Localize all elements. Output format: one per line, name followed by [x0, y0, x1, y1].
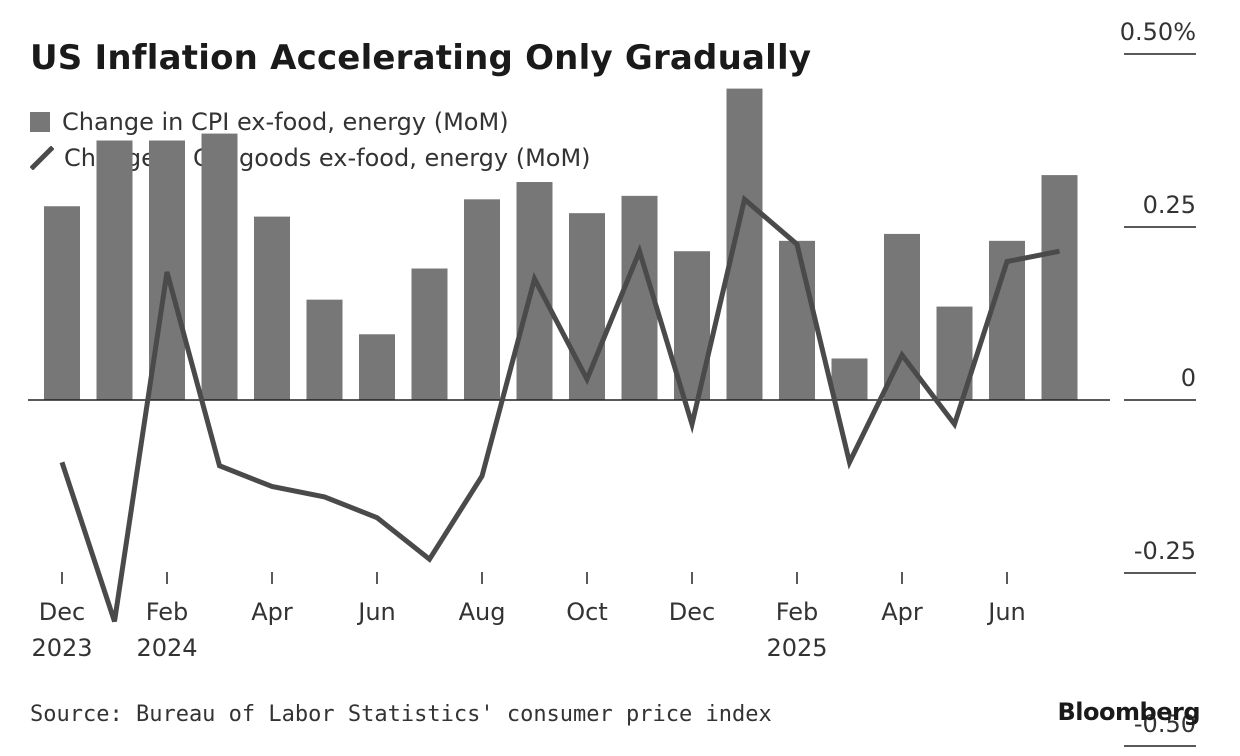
y-tick-label-1: 0.25 [1143, 191, 1196, 219]
bar-19 [1042, 175, 1078, 400]
y-tick-label-0: 0.50% [1120, 18, 1196, 46]
x-tick-label-4: Aug [459, 598, 506, 626]
bar-8 [464, 199, 500, 400]
x-tick-label-9: Jun [986, 598, 1026, 626]
bar-3 [202, 134, 238, 400]
bar-9 [517, 182, 553, 400]
bar-6 [359, 334, 395, 400]
bar-7 [412, 269, 448, 400]
x-tick-label-5: Oct [566, 598, 608, 626]
x-tick-label-8: Apr [881, 598, 923, 626]
x-tick-year-7: 2025 [766, 634, 827, 662]
bar-10 [569, 213, 605, 400]
bar-15 [832, 358, 868, 400]
y-tick-label-3: -0.25 [1134, 537, 1196, 565]
bar-14 [779, 241, 815, 400]
bar-5 [307, 300, 343, 400]
x-tick-label-1: Feb [146, 598, 189, 626]
x-tick-label-6: Dec [669, 598, 715, 626]
y-tick-label-2: 0 [1181, 364, 1196, 392]
bar-0 [44, 206, 80, 400]
x-tick-label-3: Jun [356, 598, 396, 626]
chart-area: 0.50%0.250-0.25-0.50Dec2023Feb2024Apr Jun… [0, 0, 1240, 756]
x-tick-year-0: 2023 [31, 634, 92, 662]
bar-4 [254, 217, 290, 400]
x-tick-label-7: Feb [776, 598, 819, 626]
bloomberg-logo: Bloomberg [1058, 698, 1200, 726]
x-tick-label-0: Dec [39, 598, 85, 626]
x-tick-year-1: 2024 [136, 634, 197, 662]
x-tick-label-2: Apr [251, 598, 293, 626]
source-note: Source: Bureau of Labor Statistics' cons… [30, 702, 772, 727]
bar-1 [97, 141, 133, 401]
